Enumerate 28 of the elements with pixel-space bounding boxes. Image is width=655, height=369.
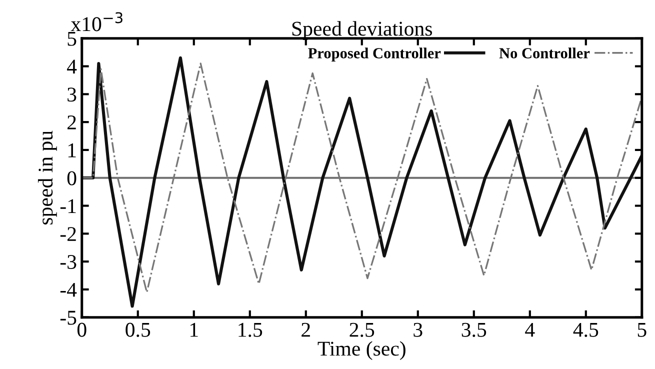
x-tick-label: 1 bbox=[190, 322, 198, 337]
x-tick-label: 3.5 bbox=[462, 322, 486, 337]
x-tick-label: 0.5 bbox=[126, 322, 150, 337]
x-tick-label: 2.5 bbox=[350, 322, 374, 337]
x-axis-title: Time (sec) bbox=[318, 341, 406, 360]
chart-title: Speed deviations bbox=[292, 21, 432, 40]
x-tick-label: 4.5 bbox=[573, 322, 598, 337]
y-tick-label: 4 bbox=[67, 60, 77, 74]
y-tick-label: -3 bbox=[60, 254, 76, 269]
y-tick-label: -2 bbox=[60, 227, 76, 241]
y-tick-label: -1 bbox=[60, 199, 76, 213]
y-tick-label: 5 bbox=[68, 32, 76, 46]
y-tick-label: 0 bbox=[67, 171, 76, 186]
y-axis-title: speed in pu bbox=[38, 130, 57, 224]
text: x10$^{−3}$ bbox=[70, 12, 122, 32]
x-tick-label: 5 bbox=[638, 323, 646, 337]
y-tick-label: 3 bbox=[68, 88, 76, 102]
x-tick-label: 3 bbox=[414, 322, 422, 337]
x-tick-label: 0 bbox=[77, 322, 86, 337]
legend-label: Proposed Controller bbox=[308, 48, 441, 62]
x-tick-label: 4 bbox=[525, 322, 535, 337]
y-tick-label: 2 bbox=[68, 116, 76, 130]
x-tick-label: 2 bbox=[302, 322, 310, 337]
y-tick-label: -5 bbox=[60, 310, 76, 325]
legend-label: No Controller bbox=[499, 48, 590, 58]
y-tick-label: 1 bbox=[68, 143, 76, 158]
y-tick-label: -4 bbox=[60, 282, 77, 297]
x-tick-label: 1.5 bbox=[238, 322, 262, 337]
